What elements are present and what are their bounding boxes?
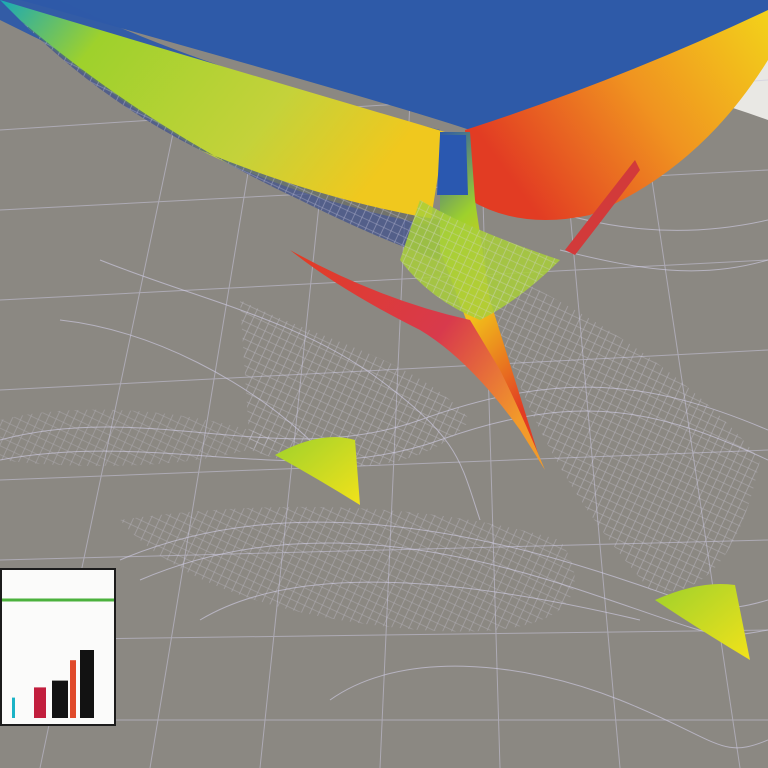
inset-chart-svg <box>2 598 114 718</box>
inset-bar <box>52 680 68 718</box>
inset-bar <box>70 660 76 718</box>
inset-bar <box>12 697 15 718</box>
inset-bar <box>80 650 94 718</box>
inset-bar-chart <box>0 568 116 726</box>
inset-bar <box>34 687 46 718</box>
